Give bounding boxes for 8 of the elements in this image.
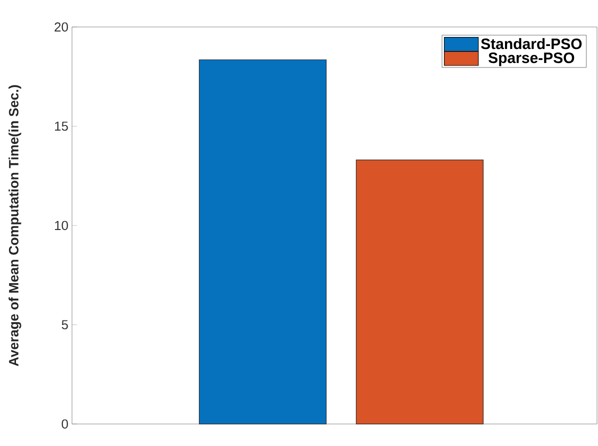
y-axis-title: Average of Mean Computation Time(in Sec.) — [8, 85, 22, 366]
y-tick-label: 20 — [54, 22, 68, 32]
y-tick-label: 0 — [62, 419, 68, 429]
y-tick-label: 10 — [55, 220, 68, 230]
y-tick-label: 5 — [62, 320, 68, 330]
y-tick-label: 15 — [55, 122, 68, 131]
legend-label: Sparse-PSO — [488, 52, 574, 66]
legend-label: Standard-PSO — [481, 38, 582, 50]
